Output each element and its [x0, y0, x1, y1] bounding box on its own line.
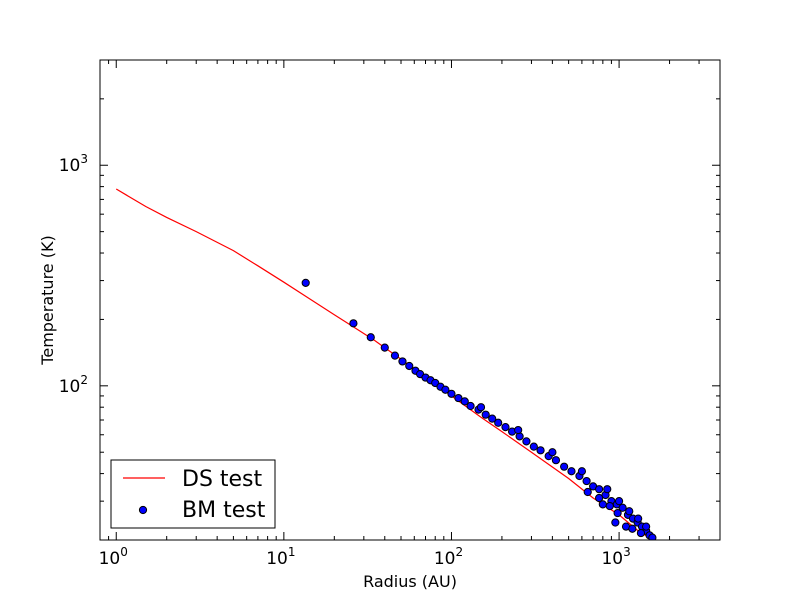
- bm-test-point: [405, 361, 414, 371]
- bm-test-point: [366, 333, 375, 342]
- bm-test-point: [628, 524, 637, 533]
- bm-test-point: [642, 522, 651, 531]
- bm-test-point: [522, 437, 531, 446]
- bm-test-point: [466, 401, 475, 411]
- bm-test-point: [648, 533, 657, 540]
- bm-test-point: [605, 501, 614, 511]
- plot-frame: [99, 59, 721, 541]
- x-tick-label: 103: [601, 545, 630, 569]
- series-layer: [115, 188, 657, 540]
- legend: DS test BM test: [110, 459, 276, 529]
- bm-test-point: [380, 343, 389, 352]
- x-tick-label: 100: [99, 545, 128, 569]
- legend-marker-swatch: [138, 505, 148, 515]
- bm-test-point: [476, 403, 486, 412]
- y-tick-label: 102: [59, 373, 88, 397]
- bm-test-point: [613, 508, 622, 518]
- legend-label-bm: BM test: [182, 498, 266, 523]
- bm-test-point: [567, 467, 576, 476]
- bm-test-point: [582, 476, 591, 486]
- y-tick-label: 103: [59, 152, 88, 176]
- bm-test-point: [349, 319, 358, 328]
- bm-test-point: [595, 485, 604, 494]
- y-axis-label: Temperature (K): [38, 235, 57, 365]
- bm-test-point: [625, 507, 634, 516]
- x-axis-label: Radius (AU): [363, 572, 457, 591]
- bm-test-point: [501, 422, 510, 432]
- bm-test-point: [634, 514, 643, 523]
- bm-test-point: [611, 518, 620, 527]
- bm-test-point: [548, 448, 557, 457]
- legend-label-ds: DS test: [182, 467, 263, 492]
- bm-test-point: [454, 393, 463, 403]
- bm-test-point: [618, 503, 627, 512]
- bm-test-point: [441, 385, 450, 394]
- bm-test-point: [447, 389, 456, 398]
- bm-test-point: [301, 278, 310, 287]
- bm-test-point: [551, 456, 561, 465]
- bm-test-point: [595, 493, 604, 503]
- bm-test-point: [494, 418, 503, 427]
- bm-test-point: [583, 487, 592, 497]
- x-tick-label: 102: [434, 545, 463, 569]
- bm-test-point: [614, 497, 624, 506]
- bm-test-point: [398, 357, 407, 366]
- bm-test-point: [603, 485, 612, 494]
- bm-test-point: [636, 528, 646, 538]
- bm-test-point: [536, 446, 545, 455]
- bm-test-point: [560, 462, 569, 471]
- bm-test-point: [514, 425, 523, 435]
- bm-test-point: [390, 351, 400, 360]
- bm-test-point: [488, 414, 497, 423]
- bm-test-point: [529, 442, 538, 451]
- tick-layer: 100 101 102 103 102 103: [59, 60, 720, 569]
- bm-test-point: [481, 410, 490, 419]
- legend-box: [110, 459, 276, 529]
- bm-test-point: [460, 397, 469, 406]
- x-tick-label: 101: [266, 545, 295, 569]
- bm-test-point: [577, 467, 587, 476]
